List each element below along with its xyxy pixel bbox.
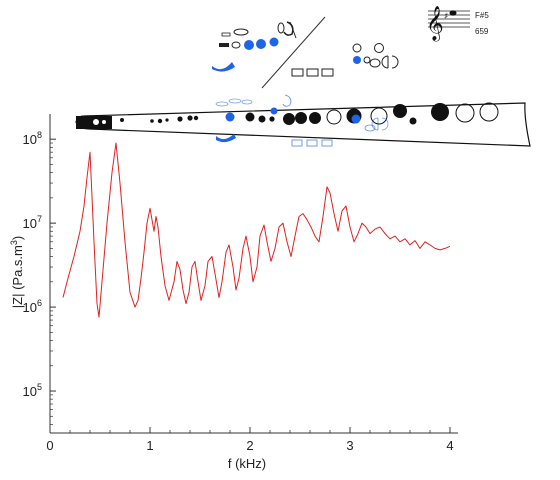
register-hole [93,119,99,125]
tone-hole [309,112,321,124]
x-tick-label: 4 [446,438,453,453]
tone-hole [150,119,154,123]
key-rect [321,68,334,77]
thumb-key-lower [216,134,236,143]
key-small [219,43,229,47]
register-hole [102,120,106,124]
tone-hole [269,116,275,122]
tone-hole [177,116,183,122]
tone-hole [295,112,307,124]
tone-hole-open-blue [225,112,235,122]
key-rect-blue [306,139,318,147]
tone-hole [393,104,407,118]
key-outline [369,58,381,68]
tone-hole-open-blue [270,107,278,115]
key-split-blue [371,117,389,131]
y-tick-label: 107 [23,214,42,231]
tone-hole-open [370,107,388,125]
key-spatula [283,21,294,36]
tone-hole-open-blue [351,114,361,124]
key-pressed [244,40,254,50]
impedance-series-line [62,142,451,318]
tone-hole [409,117,417,125]
tone-hole-open [479,102,499,122]
treble-clef-icon: 𝄞 [426,6,444,42]
x-tick-label: 1 [146,438,153,453]
key-outline-blue [215,101,229,107]
key-outline [233,28,249,36]
key-outline [374,43,384,53]
key-rect [306,68,319,77]
key-rod [289,21,297,39]
fingering-diagram-top [212,16,399,89]
tone-hole [157,118,163,124]
tone-hole [193,115,199,121]
sharp-icon: ♯ [444,12,448,22]
thumb-key [212,62,235,72]
note-name: F#5 [475,11,489,20]
clarinet-body [75,102,531,147]
y-axis-label: |Z| (Pa.s.m3) [9,236,25,308]
tone-hole [258,115,266,123]
key-outline-blue [228,98,242,104]
note-frequency: 659 [475,27,489,36]
plot-axes: 0 1 2 3 4 105 106 107 108 f (kHz) |Z| (Pa.s.m3) [9,114,458,471]
key-spatula-blue [282,94,292,107]
tone-hole [431,103,449,121]
x-axis-label: f (kHz) [228,456,266,471]
x-tick-label: 0 [46,438,53,453]
tone-hole [120,118,124,122]
tone-hole-open [455,103,475,123]
key-rect-blue [321,139,333,147]
key-split [381,55,399,69]
tone-hole [245,112,255,122]
x-tick-label: 3 [346,438,353,453]
key-rect [291,68,304,77]
clarinet-drawing [75,94,531,147]
key-outline [352,43,362,53]
key-rect-blue [291,139,303,147]
plot-series [62,142,451,318]
key-outline [277,22,285,34]
tone-hole [165,118,169,122]
key-outline [363,56,371,64]
key-outline [231,41,241,49]
tone-hole [187,115,193,121]
key-pressed [269,37,279,47]
key-pressed [256,39,266,49]
key-small [221,32,231,37]
divider-line [261,16,326,89]
tone-hole-open [326,109,342,125]
y-tick-label: 105 [23,382,42,399]
y-tick-label: 108 [23,130,42,147]
key-outline-blue [364,124,376,132]
x-axis-ticks: 0 1 2 3 4 [46,427,454,453]
y-axis-ticks: 105 106 107 108 [23,130,56,425]
y-tick-label: 106 [23,298,42,315]
note-staff: 𝄞 ♯ F#5 659 [426,6,489,42]
tone-hole [283,113,295,125]
key-outline-blue [241,99,253,105]
x-tick-label: 2 [246,438,253,453]
note-head-icon [449,10,457,16]
key-pressed [353,56,361,64]
